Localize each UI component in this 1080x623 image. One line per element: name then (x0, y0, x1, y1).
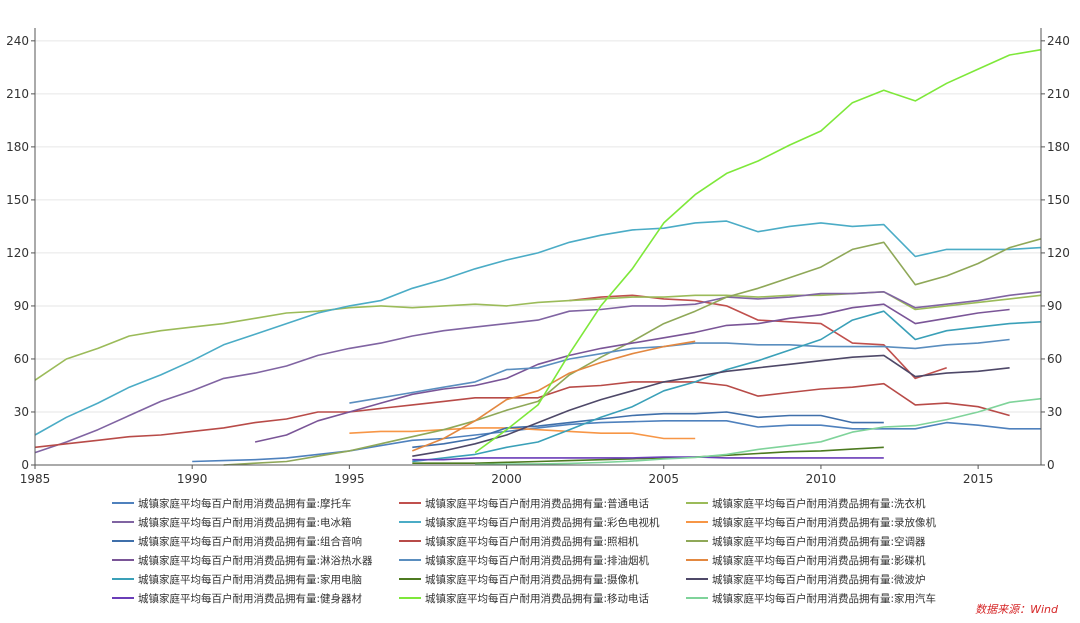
series-line-1 (192, 419, 1041, 463)
legend-label: 城镇家庭平均每百户耐用消费品拥有量:组合音响 (138, 535, 362, 548)
y-tick-label-right: 90 (1047, 299, 1062, 313)
series-line-7 (412, 411, 884, 449)
legend-label: 城镇家庭平均每百户耐用消费品拥有量:健身器材 (138, 592, 363, 605)
y-tick-label-left: 30 (14, 405, 29, 419)
legend-label: 城镇家庭平均每百户耐用消费品拥有量:摩托车 (138, 497, 352, 510)
y-tick-label-right: 150 (1047, 193, 1070, 207)
legend-label: 城镇家庭平均每百户耐用消费品拥有量:电冰箱 (138, 516, 352, 529)
series-line-18 (475, 397, 1042, 466)
legend-label: 城镇家庭平均每百户耐用消费品拥有量:家用汽车 (712, 592, 936, 605)
series-line-2 (569, 294, 947, 380)
x-tick-label: 1995 (334, 472, 365, 486)
series-line-9 (223, 238, 1042, 466)
legend-label: 城镇家庭平均每百户耐用消费品拥有量:摄像机 (425, 573, 639, 586)
legend-label: 城镇家庭平均每百户耐用消费品拥有量:家用电脑 (138, 573, 362, 586)
legend: 城镇家庭平均每百户耐用消费品拥有量:摩托车 城镇家庭平均每百户耐用消费品拥有量:普… (112, 497, 937, 605)
y-tick-label-right: 180 (1047, 140, 1070, 154)
y-tick-label-left: 210 (6, 87, 29, 101)
legend-label: 城镇家庭平均每百户耐用消费品拥有量:录放像机 (712, 516, 937, 529)
legend-label: 城镇家庭平均每百户耐用消费品拥有量:空调器 (712, 535, 926, 548)
legend-label: 城镇家庭平均每百户耐用消费品拥有量:普通电话 (425, 497, 650, 510)
legend-label: 城镇家庭平均每百户耐用消费品拥有量:微波炉 (712, 573, 926, 586)
y-tick-label-left: 150 (6, 193, 29, 207)
axes (34, 28, 1042, 466)
source-note: 数据来源：Wind (975, 603, 1058, 616)
legend-label: 城镇家庭平均每百户耐用消费品拥有量:影碟机 (712, 554, 926, 567)
y-tick-label-left: 240 (6, 34, 29, 48)
x-tick-label: 2010 (806, 472, 837, 486)
legend-label: 城镇家庭平均每百户耐用消费品拥有量:彩色电视机 (425, 516, 660, 529)
y-tick-label-right: 120 (1047, 246, 1070, 260)
series-line-11 (349, 338, 1010, 404)
legend-label: 城镇家庭平均每百户耐用消费品拥有量:照相机 (425, 535, 639, 548)
y-tick-label-right: 0 (1047, 458, 1055, 472)
x-tick-label: 2000 (491, 472, 522, 486)
series-line-10 (254, 303, 1010, 443)
series-lines (34, 48, 1042, 466)
series-line-3 (34, 290, 1042, 381)
series-line-17 (474, 48, 1042, 454)
y-tick-label-left: 60 (14, 352, 29, 366)
y-tick-label-left: 90 (14, 299, 29, 313)
y-tick-label-right: 30 (1047, 405, 1062, 419)
series-line-16 (412, 456, 884, 461)
tick-labels: 0 0 30 30 60 60 90 90 120 120 150 150 180 180 210 210 24… (6, 34, 1070, 486)
series-line-15 (412, 354, 1010, 457)
x-tick-label: 2005 (648, 472, 679, 486)
series-line-5 (34, 220, 1042, 436)
x-tick-label: 1990 (177, 472, 208, 486)
series-line-12 (412, 340, 696, 452)
x-tick-label: 2015 (963, 472, 994, 486)
series-line-8 (34, 381, 1010, 449)
y-tick-label-left: 0 (21, 458, 29, 472)
legend-label: 城镇家庭平均每百户耐用消费品拥有量:排油烟机 (425, 554, 650, 567)
series-line-14 (412, 446, 884, 465)
y-tick-label-right: 240 (1047, 34, 1070, 48)
y-tick-label-right: 210 (1047, 87, 1070, 101)
y-tick-label-left: 120 (6, 246, 29, 260)
y-tick-label-right: 60 (1047, 352, 1062, 366)
y-tick-label-left: 180 (6, 140, 29, 154)
grid-lines (35, 40, 1041, 413)
legend-label: 城镇家庭平均每百户耐用消费品拥有量:移动电话 (425, 592, 650, 605)
series-line-13 (412, 310, 1042, 463)
legend-label: 城镇家庭平均每百户耐用消费品拥有量:淋浴热水器 (138, 554, 373, 567)
x-tick-label: 1985 (20, 472, 51, 486)
series-line-4 (34, 290, 1042, 454)
legend-label: 城镇家庭平均每百户耐用消费品拥有量:洗衣机 (712, 497, 926, 510)
